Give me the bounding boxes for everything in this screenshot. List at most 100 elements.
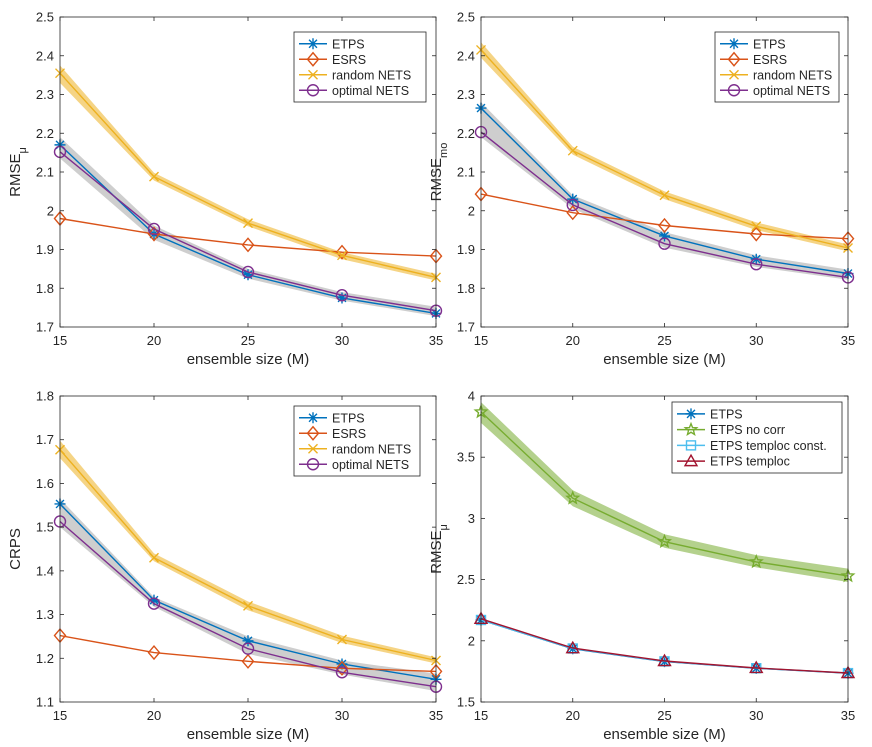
y-tick-label: 2: [468, 633, 475, 648]
x-tick-label: 30: [749, 708, 763, 723]
series-line-2: [480, 411, 849, 577]
y-axis-label: CRPS: [7, 528, 24, 570]
data-point: [335, 244, 349, 260]
legend-marker: [306, 458, 320, 471]
confidence-band-1: [60, 498, 436, 692]
legend-marker: [306, 51, 320, 67]
chart-panel-2: 15 20 25 30 35 1.7 1.8 1.9 2 2.1 2.2 2.3 2.4 2.5 ensem…: [428, 10, 855, 369]
y-tick-label: 1.3: [36, 607, 54, 622]
legend-label: ETPS: [753, 37, 786, 51]
y-axis-label: RMSEmo: [428, 143, 450, 202]
confidence-band-1: [481, 402, 848, 582]
x-axis-label: ensemble size (M): [187, 351, 310, 368]
y-tick-label: 1.7: [36, 432, 54, 447]
data-point: [748, 553, 764, 569]
chart-panel-3: 15 20 25 30 35 1.1 1.2 1.3 1.4 1.5 1.6 1.7 1.8 ensemb…: [7, 389, 443, 744]
data-point: [656, 533, 673, 549]
y-axis-label: RMSEμ: [7, 147, 29, 197]
data-point: [336, 658, 348, 670]
legend-label: ESRS: [332, 427, 366, 441]
legend-marker: [685, 408, 697, 420]
legend-item-2: ETPS no corr: [677, 421, 785, 437]
x-tick-label: 35: [429, 333, 443, 348]
legend-marker: [728, 38, 740, 50]
legend-marker: [307, 412, 319, 424]
y-tick-label: 2.5: [457, 572, 475, 587]
x-tick-label: 35: [841, 708, 855, 723]
y-tick-label: 2.3: [36, 87, 54, 102]
data-point: [749, 660, 764, 674]
data-point: [147, 226, 161, 242]
y-tick-label: 2.2: [457, 126, 475, 141]
x-tick-label: 20: [566, 333, 580, 348]
y-tick-label: 1.8: [457, 281, 475, 296]
series-line-4: [59, 520, 437, 688]
legend-item-1: ETPS: [720, 37, 786, 51]
y-tick-label: 1.1: [36, 695, 54, 710]
series-line-4: [480, 618, 849, 674]
legend: ETPS ETPS no corr ETPS temploc const. ETPS …: [671, 401, 843, 474]
data-point: [149, 171, 159, 182]
legend-item-4: optimal NETS: [720, 84, 830, 98]
x-tick-label: 35: [841, 333, 855, 348]
data-point: [566, 205, 580, 221]
data-point: [147, 597, 161, 610]
series-line-4: [480, 131, 849, 279]
y-tick-label: 3.5: [457, 450, 475, 465]
legend-item-2: ESRS: [299, 51, 366, 67]
y-axis-label: RMSEμ: [428, 524, 450, 574]
x-tick-label: 30: [335, 333, 349, 348]
x-axis-label: ensemble size (M): [603, 351, 726, 368]
y-tick-label: 2.2: [36, 126, 54, 141]
y-tick-label: 1.5: [457, 695, 475, 710]
x-tick-label: 20: [566, 708, 580, 723]
legend-label: ETPS: [332, 37, 365, 51]
data-point: [566, 198, 579, 212]
y-tick-label: 1.8: [36, 389, 54, 404]
x-tick-label: 15: [474, 333, 488, 348]
legend-item-1: ETPS: [299, 411, 365, 425]
legend-item-4: optimal NETS: [299, 458, 409, 472]
x-tick-label: 25: [657, 333, 671, 348]
legend-label: ETPS: [332, 411, 365, 425]
legend-item-1: ETPS: [299, 37, 365, 51]
y-tick-label: 1.9: [457, 242, 475, 257]
legend-label: ESRS: [753, 53, 787, 67]
data-point: [335, 289, 349, 302]
legend-item-3: ETPS temploc const.: [677, 439, 827, 453]
data-point: [659, 190, 670, 201]
x-axis-label: ensemble size (M): [603, 726, 726, 743]
x-tick-label: 30: [749, 333, 763, 348]
legend-label: ETPS temploc: [710, 455, 790, 469]
y-tick-label: 1.7: [36, 320, 54, 335]
series-line-4: [59, 151, 437, 312]
y-tick-label: 2: [468, 203, 475, 218]
data-point: [241, 265, 255, 279]
data-point: [241, 237, 255, 253]
legend-item-2: ESRS: [299, 425, 366, 441]
x-tick-label: 25: [241, 708, 255, 723]
x-tick-label: 15: [474, 708, 488, 723]
legend-label: random NETS: [332, 68, 411, 82]
y-tick-label: 2.1: [36, 165, 54, 180]
y-tick-label: 2.4: [457, 48, 475, 63]
y-tick-label: 2.3: [457, 87, 475, 102]
series-line-2: [59, 217, 437, 257]
legend-label: ETPS temploc const.: [710, 439, 827, 453]
data-point: [337, 250, 347, 261]
legend-label: ESRS: [332, 53, 366, 67]
legend-marker: [308, 69, 318, 80]
data-point: [242, 269, 254, 281]
legend-item-3: random NETS: [720, 68, 832, 82]
legend-item-3: random NETS: [299, 442, 411, 456]
x-tick-label: 20: [147, 708, 161, 723]
legend-label: random NETS: [753, 68, 832, 82]
legend-item-1: ETPS: [677, 407, 743, 421]
data-point: [242, 635, 254, 647]
x-tick-label: 15: [53, 708, 67, 723]
x-tick-label: 35: [429, 708, 443, 723]
series-line-2: [480, 193, 849, 240]
data-point: [658, 237, 671, 250]
